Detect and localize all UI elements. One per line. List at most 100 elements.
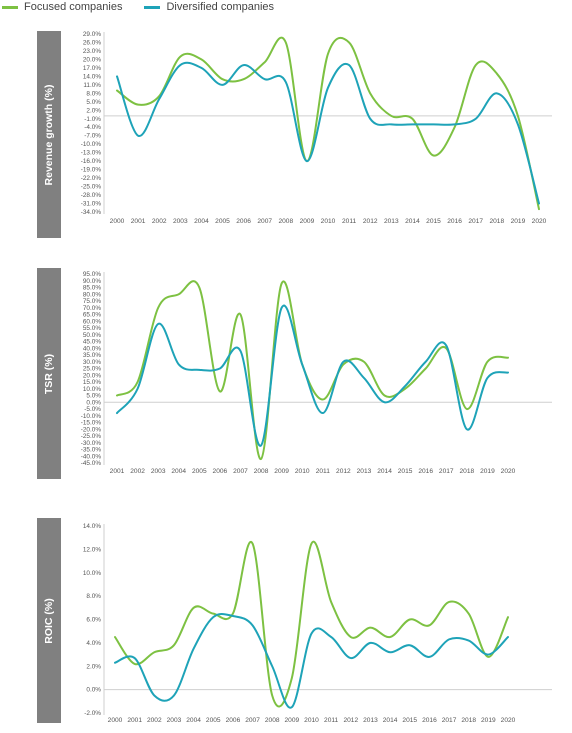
x-tick-label: 2005	[206, 717, 221, 724]
y-tick-label: 0.0%	[86, 687, 101, 694]
x-tick-label: 2017	[442, 717, 457, 724]
x-tick-label: 2016	[447, 218, 462, 225]
y-tick-label: -5.0%	[84, 406, 101, 413]
y-tick-label: 60.0%	[83, 318, 101, 325]
y-tick-label: 35.0%	[83, 352, 101, 359]
y-tick-label: -13.0%	[81, 150, 102, 157]
x-tick-label: 2012	[363, 218, 378, 225]
y-tick-label: -16.0%	[81, 158, 102, 165]
y-tick-label: -20.0%	[81, 426, 102, 433]
y-tick-label: 12.0%	[83, 546, 101, 553]
y-tick-label: -30.0%	[81, 440, 102, 447]
x-tick-label: 2006	[226, 717, 241, 724]
x-tick-label: 2010	[304, 717, 319, 724]
x-tick-label: 2018	[489, 218, 504, 225]
x-tick-label: 2020	[501, 717, 516, 724]
x-tick-label: 2002	[130, 468, 145, 475]
series-line-focused	[116, 36, 540, 211]
y-tick-label: 20.0%	[83, 372, 101, 379]
x-tick-label: 2010	[321, 218, 336, 225]
x-tick-label: 2001	[110, 468, 125, 475]
x-tick-label: 2020	[501, 468, 516, 475]
legend-label-focused: Focused companies	[24, 1, 123, 13]
y-tick-label: 10.0%	[83, 386, 101, 393]
y-tick-label: 6.0%	[86, 617, 101, 624]
y-tick-label: -19.0%	[81, 167, 102, 174]
x-tick-label: 2006	[236, 218, 251, 225]
y-tick-label: 95.0%	[83, 271, 101, 278]
x-tick-label: 2015	[426, 218, 441, 225]
y-tick-label: 23.0%	[83, 48, 101, 55]
x-tick-label: 2012	[336, 468, 351, 475]
x-tick-label: 2015	[402, 717, 417, 724]
y-tick-label: -25.0%	[81, 184, 102, 191]
y-tick-label: 4.0%	[86, 640, 101, 647]
x-tick-label: 2013	[384, 218, 399, 225]
side-band-tsr: TSR (%)	[37, 268, 61, 479]
x-tick-label: 2003	[173, 218, 188, 225]
x-tick-label: 2011	[316, 468, 331, 475]
series-line-focused	[116, 280, 509, 460]
y-tick-label: 50.0%	[83, 332, 101, 339]
y-tick-label: 45.0%	[83, 339, 101, 346]
x-tick-label: 2007	[233, 468, 248, 475]
y-tick-label: 5.0%	[86, 99, 101, 106]
series-line-diversified	[116, 304, 509, 447]
y-tick-label: -1.0%	[84, 116, 101, 123]
y-tick-label: -34.0%	[81, 209, 102, 216]
x-tick-label: 2013	[363, 717, 378, 724]
y-tick-label: -22.0%	[81, 175, 102, 182]
x-tick-label: 2005	[215, 218, 230, 225]
series-line-diversified	[116, 61, 540, 205]
x-tick-label: 2016	[418, 468, 433, 475]
x-tick-label: 2011	[342, 218, 357, 225]
y-tick-label: 10.0%	[83, 570, 101, 577]
x-tick-label: 2009	[300, 218, 315, 225]
chart-tsr: 95.0%90.0%85.0%80.0%75.0%70.0%65.0%60.0%…	[81, 271, 552, 475]
legend-label-diversified: Diversified companies	[166, 1, 275, 13]
y-tick-label: 0.0%	[86, 399, 101, 406]
y-tick-label: 70.0%	[83, 305, 101, 312]
x-tick-label: 2017	[468, 218, 483, 225]
y-tick-label: -35.0%	[81, 447, 102, 454]
y-tick-label: -45.0%	[81, 460, 102, 467]
y-tick-label: 55.0%	[83, 325, 101, 332]
x-tick-label: 2007	[257, 218, 272, 225]
y-tick-label: 20.0%	[83, 56, 101, 63]
side-band-revenue: Revenue growth (%)	[37, 31, 61, 238]
legend-swatch-focused	[2, 5, 18, 9]
x-tick-label: 2001	[131, 218, 146, 225]
x-tick-label: 2009	[285, 717, 300, 724]
side-band-roic: ROIC (%)	[37, 518, 61, 723]
x-tick-label: 2012	[343, 717, 358, 724]
x-tick-label: 2018	[461, 717, 476, 724]
y-tick-label: 25.0%	[83, 366, 101, 373]
x-tick-label: 2015	[398, 468, 413, 475]
x-tick-label: 2019	[511, 218, 526, 225]
x-tick-label: 2009	[274, 468, 289, 475]
x-tick-label: 2013	[357, 468, 372, 475]
y-tick-label: -15.0%	[81, 420, 102, 427]
x-tick-label: 2002	[152, 218, 167, 225]
series-line-diversified	[114, 613, 509, 709]
y-tick-label: -40.0%	[81, 453, 102, 460]
legend-item-focused: Focused companies	[2, 1, 122, 13]
legend: Focused companies Diversified companies	[2, 0, 296, 14]
y-tick-label: -28.0%	[81, 192, 102, 199]
y-tick-label: 29.0%	[83, 31, 101, 38]
y-tick-label: 75.0%	[83, 298, 101, 305]
y-tick-label: -2.0%	[84, 710, 101, 717]
x-tick-label: 2020	[532, 218, 547, 225]
y-tick-label: 65.0%	[83, 312, 101, 319]
x-tick-label: 2003	[151, 468, 166, 475]
x-tick-label: 2000	[110, 218, 125, 225]
legend-swatch-diversified	[144, 5, 161, 9]
y-tick-label: 17.0%	[83, 65, 101, 72]
y-tick-label: 85.0%	[83, 285, 101, 292]
y-tick-label: -7.0%	[84, 133, 101, 140]
y-tick-label: 40.0%	[83, 345, 101, 352]
legend-item-diversified: Diversified companies	[144, 1, 274, 13]
y-tick-label: 15.0%	[83, 379, 101, 386]
x-tick-label: 2007	[245, 717, 260, 724]
